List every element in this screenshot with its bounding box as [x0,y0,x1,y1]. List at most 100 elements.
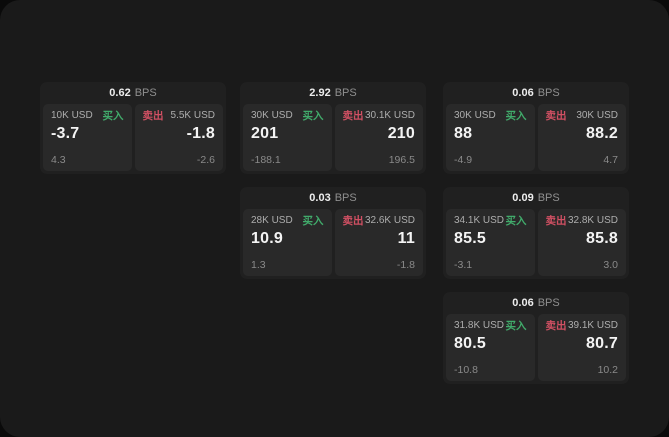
sell-label-row: 卖出 32.8K USD [546,216,619,227]
buy-label-row: 10K USD 买入 [51,111,124,122]
buy-quote-panel[interactable]: 31.8K USD 买入 80.5 -10.8 [446,314,535,381]
bps-header: 0.62 BPS [40,82,226,104]
buy-size-label: 34.1K USD [454,215,505,227]
buy-delta: -188.1 [251,153,281,166]
sell-price: 80.7 [586,334,618,352]
quote-panels: 34.1K USD 买入 85.5 -3.1 卖出 32.8K USD 85.8… [443,209,629,279]
buy-button[interactable]: 买入 [302,110,324,122]
bps-value: 2.92 [309,86,331,99]
buy-label-row: 28K USD 买入 [251,216,324,227]
sell-delta: 196.5 [388,153,415,166]
bps-unit: BPS [334,86,357,99]
buy-price: 10.9 [251,229,283,247]
buy-button[interactable]: 买入 [302,215,324,227]
buy-size-label: 28K USD [251,215,293,227]
sell-quote-panel[interactable]: 卖出 39.1K USD 80.7 10.2 [537,314,626,381]
sell-price: 88.2 [586,124,618,142]
buy-size-label: 30K USD [251,110,293,122]
sell-delta: 3.0 [603,258,618,271]
buy-quote-panel[interactable]: 30K USD 买入 88 -4.9 [446,104,535,171]
sell-button[interactable]: 卖出 [545,320,567,332]
bps-unit: BPS [537,191,560,204]
buy-price: 88 [454,124,473,142]
quote-panels: 30K USD 买入 201 -188.1 卖出 30.1K USD 210 1… [240,104,426,174]
sell-button[interactable]: 卖出 [142,110,164,122]
sell-price: 11 [397,229,415,247]
bps-unit: BPS [537,86,560,99]
buy-button[interactable]: 买入 [505,320,527,332]
bps-value: 0.62 [109,86,131,99]
sell-size-label: 32.8K USD [567,215,618,227]
buy-delta: 1.3 [251,258,266,271]
buy-delta: -3.1 [454,258,473,271]
sell-price: 210 [387,124,415,142]
buy-button[interactable]: 买入 [505,110,527,122]
quote-card: 0.03 BPS 28K USD 买入 10.9 1.3 卖出 32.6K US… [240,187,426,279]
sell-delta: -2.6 [196,153,215,166]
sell-delta: 10.2 [597,363,618,376]
sell-quote-panel[interactable]: 卖出 32.8K USD 85.8 3.0 [537,209,626,276]
bps-header: 0.06 BPS [443,82,629,104]
bps-value: 0.09 [512,191,534,204]
sell-button[interactable]: 卖出 [545,110,567,122]
buy-price: 85.5 [454,229,486,247]
sell-label-row: 卖出 39.1K USD [546,321,619,332]
buy-quote-panel[interactable]: 10K USD 买入 -3.7 4.3 [43,104,132,171]
quote-panels: 30K USD 买入 88 -4.9 卖出 30K USD 88.2 4.7 [443,104,629,174]
sell-quote-panel[interactable]: 卖出 32.6K USD 11 -1.8 [334,209,423,276]
sell-quote-panel[interactable]: 卖出 30.1K USD 210 196.5 [334,104,423,171]
sell-button[interactable]: 卖出 [342,110,364,122]
quote-card: 0.09 BPS 34.1K USD 买入 85.5 -3.1 卖出 32.8K… [443,187,629,279]
buy-label-row: 30K USD 买入 [454,111,527,122]
bps-unit: BPS [334,191,357,204]
sell-label-row: 卖出 30K USD [546,111,619,122]
bps-unit: BPS [134,86,157,99]
quote-card: 2.92 BPS 30K USD 买入 201 -188.1 卖出 30.1K … [240,82,426,174]
buy-price: -3.7 [51,124,80,142]
sell-delta: 4.7 [603,153,618,166]
buy-quote-panel[interactable]: 28K USD 买入 10.9 1.3 [243,209,332,276]
buy-label-row: 31.8K USD 买入 [454,321,527,332]
bps-value: 0.06 [512,296,534,309]
sell-price: 85.8 [586,229,618,247]
buy-label-row: 34.1K USD 买入 [454,216,527,227]
buy-quote-panel[interactable]: 34.1K USD 买入 85.5 -3.1 [446,209,535,276]
quote-panels: 10K USD 买入 -3.7 4.3 卖出 5.5K USD -1.8 -2.… [40,104,226,174]
buy-size-label: 31.8K USD [454,320,505,332]
sell-size-label: 5.5K USD [170,110,215,122]
buy-delta: -10.8 [454,363,478,376]
bps-header: 0.03 BPS [240,187,426,209]
quote-card: 0.06 BPS 31.8K USD 买入 80.5 -10.8 卖出 39.1… [443,292,629,384]
buy-price: 201 [251,124,279,142]
quote-card: 0.06 BPS 30K USD 买入 88 -4.9 卖出 30K USD 8… [443,82,629,174]
quote-card: 0.62 BPS 10K USD 买入 -3.7 4.3 卖出 5.5K USD… [40,82,226,174]
buy-price: 80.5 [454,334,486,352]
sell-quote-panel[interactable]: 卖出 30K USD 88.2 4.7 [537,104,626,171]
buy-label-row: 30K USD 买入 [251,111,324,122]
quote-panels: 28K USD 买入 10.9 1.3 卖出 32.6K USD 11 -1.8 [240,209,426,279]
bps-header: 2.92 BPS [240,82,426,104]
buy-delta: -4.9 [454,153,473,166]
sell-size-label: 30K USD [576,110,618,122]
bps-value: 0.03 [309,191,331,204]
sell-label-row: 卖出 5.5K USD [143,111,216,122]
sell-size-label: 39.1K USD [567,320,618,332]
sell-price: -1.8 [186,124,215,142]
sell-quote-panel[interactable]: 卖出 5.5K USD -1.8 -2.6 [134,104,223,171]
bps-header: 0.06 BPS [443,292,629,314]
buy-size-label: 10K USD [51,110,93,122]
bps-unit: BPS [537,296,560,309]
buy-button[interactable]: 买入 [505,215,527,227]
sell-button[interactable]: 卖出 [342,215,364,227]
sell-delta: -1.8 [396,258,415,271]
bps-header: 0.09 BPS [443,187,629,209]
buy-delta: 4.3 [51,153,66,166]
buy-button[interactable]: 买入 [102,110,124,122]
quote-panels: 31.8K USD 买入 80.5 -10.8 卖出 39.1K USD 80.… [443,314,629,384]
sell-label-row: 卖出 32.6K USD [343,216,416,227]
buy-quote-panel[interactable]: 30K USD 买入 201 -188.1 [243,104,332,171]
sell-size-label: 32.6K USD [364,215,415,227]
sell-label-row: 卖出 30.1K USD [343,111,416,122]
sell-button[interactable]: 卖出 [545,215,567,227]
